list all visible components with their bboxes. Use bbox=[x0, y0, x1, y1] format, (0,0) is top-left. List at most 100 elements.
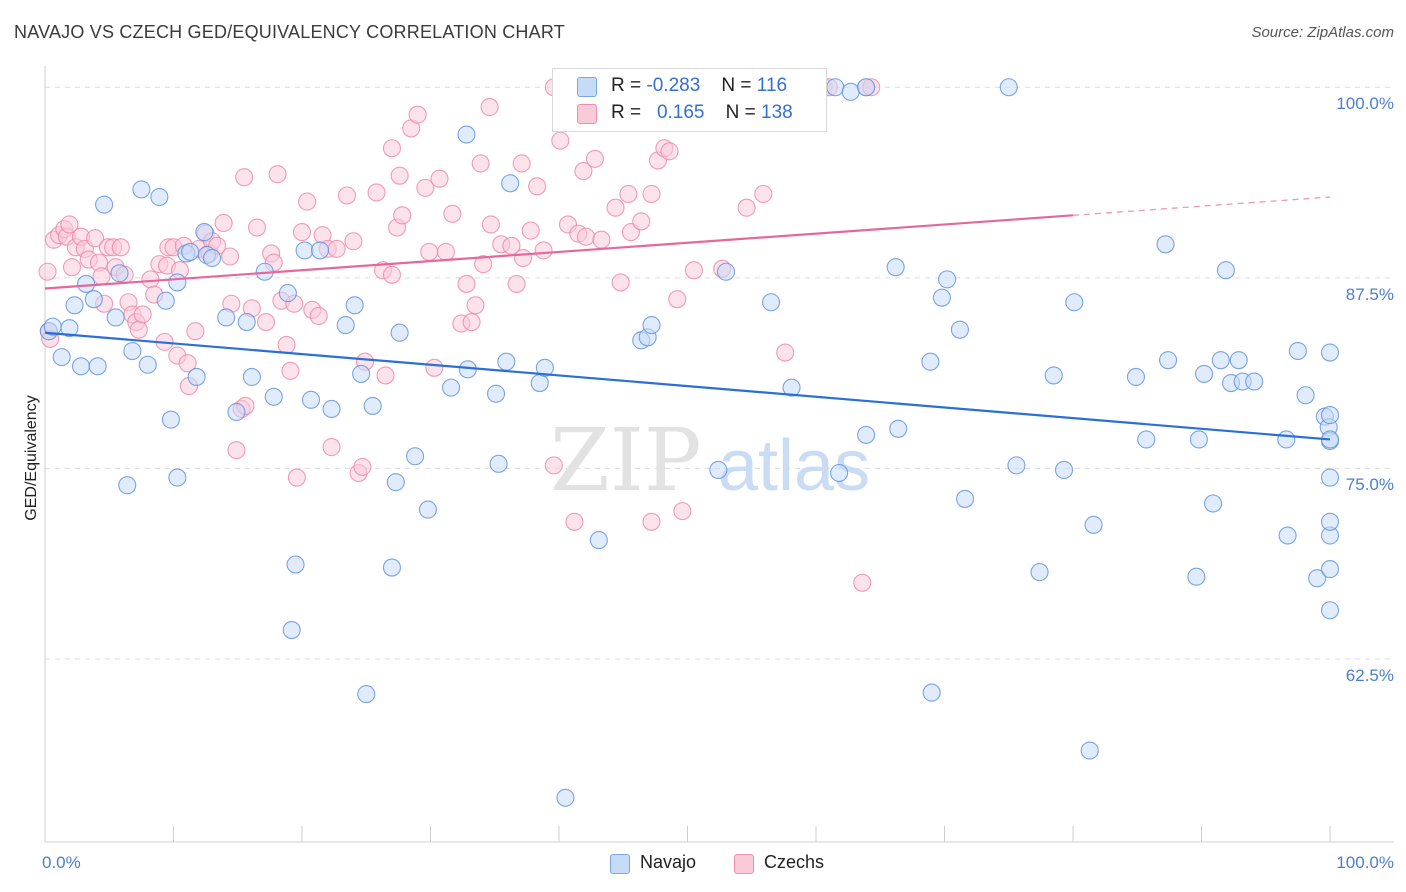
navajo-point bbox=[295, 241, 314, 260]
navajo-point bbox=[1189, 430, 1208, 449]
navajo-point bbox=[921, 352, 940, 371]
czechs-point bbox=[247, 218, 267, 237]
navajo-point bbox=[60, 319, 79, 338]
czechs-point bbox=[512, 154, 531, 173]
legend-n-value: 138 bbox=[761, 102, 793, 123]
navajo-point bbox=[497, 352, 516, 371]
navajo-point bbox=[950, 320, 969, 339]
navajo-point bbox=[88, 357, 107, 376]
navajo-point bbox=[1216, 261, 1235, 280]
navajo-point bbox=[535, 358, 554, 377]
czechs-point bbox=[298, 192, 317, 211]
navajo-point bbox=[123, 341, 142, 361]
czechs-point bbox=[521, 221, 540, 240]
czechs-point bbox=[62, 258, 82, 277]
navajo-point bbox=[1211, 351, 1230, 370]
navajo-point bbox=[1044, 366, 1063, 385]
navajo-point bbox=[242, 367, 261, 387]
czechs-point bbox=[220, 247, 240, 266]
navajo-point bbox=[938, 270, 957, 289]
x-tick-label: 0.0% bbox=[42, 853, 81, 872]
watermark-zip: ZIP bbox=[550, 411, 702, 511]
bottom-legend-label-czechs: Czechs bbox=[764, 852, 825, 872]
czechs-point bbox=[420, 242, 439, 261]
navajo-point bbox=[1195, 364, 1214, 383]
watermark: ZIP atlas bbox=[550, 411, 870, 511]
navajo-point bbox=[886, 258, 905, 277]
navajo-point bbox=[195, 223, 214, 242]
navajo-point bbox=[1320, 343, 1340, 362]
navajo-point bbox=[118, 476, 137, 495]
navajo-point bbox=[857, 78, 876, 97]
navajo-point bbox=[322, 399, 341, 419]
czechs-point bbox=[611, 273, 630, 292]
czechs-point bbox=[534, 241, 553, 260]
navajo-point bbox=[442, 378, 461, 397]
navajo-point bbox=[457, 125, 476, 144]
czechs-point bbox=[471, 154, 490, 173]
navajo-point bbox=[830, 463, 849, 483]
czechs-point bbox=[327, 239, 346, 258]
stats-legend: R = -0.283 N = 116 R = 0.165 N = 138 bbox=[552, 68, 827, 132]
navajo-point bbox=[150, 187, 169, 207]
navajo-point bbox=[203, 248, 222, 268]
navajo-point bbox=[1007, 456, 1026, 475]
navajo-point bbox=[138, 355, 157, 374]
navajo-point bbox=[1320, 560, 1340, 579]
navajo-point bbox=[418, 500, 437, 519]
czechs-trend-line-extension bbox=[1072, 196, 1331, 216]
czechs-point bbox=[277, 335, 296, 354]
czechs-point bbox=[292, 223, 312, 242]
czechs-point bbox=[853, 573, 872, 592]
source-label: Source: ZipAtlas.com bbox=[1251, 24, 1394, 41]
czechs-point bbox=[382, 265, 402, 284]
czechs-point bbox=[474, 255, 493, 274]
czechs-point bbox=[481, 215, 500, 234]
czechs-point bbox=[430, 169, 449, 188]
navajo-point bbox=[889, 419, 908, 438]
czechs-point bbox=[592, 230, 611, 249]
navajo-point bbox=[168, 468, 187, 487]
navajo-point bbox=[1278, 526, 1297, 545]
x-tick-label: 100.0% bbox=[1336, 853, 1394, 872]
czechs-point bbox=[565, 512, 584, 531]
czechs-points bbox=[38, 78, 881, 592]
y-axis-label: GED/Equivalency bbox=[23, 395, 40, 521]
czechs-point bbox=[776, 343, 795, 362]
czechs-point bbox=[186, 322, 205, 341]
navajo-point bbox=[716, 262, 736, 281]
navajo-point bbox=[65, 296, 84, 315]
axes bbox=[44, 66, 1394, 843]
navajo-point bbox=[922, 683, 941, 702]
navajo-point bbox=[217, 308, 236, 327]
navajo-point bbox=[761, 293, 781, 312]
navajo-point bbox=[95, 195, 114, 214]
navajo-point bbox=[999, 78, 1018, 97]
czechs-point bbox=[462, 313, 481, 332]
navajo-point bbox=[556, 788, 575, 807]
navajo-point bbox=[1065, 293, 1084, 312]
czechs-point bbox=[480, 98, 499, 117]
czechs-point bbox=[256, 313, 276, 332]
navajo-point bbox=[363, 396, 382, 415]
navajo-point bbox=[1156, 235, 1175, 254]
navajo-point bbox=[168, 273, 187, 292]
navajo-point bbox=[110, 264, 129, 283]
navajo-point bbox=[1288, 341, 1307, 361]
czechs-point bbox=[425, 358, 444, 377]
navajo-point bbox=[84, 290, 103, 309]
navajo-point bbox=[1204, 494, 1223, 513]
czechs-point bbox=[227, 441, 246, 460]
czechs-point bbox=[141, 270, 160, 289]
navajo-point bbox=[382, 558, 402, 577]
navajo-point bbox=[1030, 563, 1049, 582]
czechs-trend-line bbox=[44, 214, 1074, 290]
navajo-point bbox=[841, 82, 860, 101]
czechs-point bbox=[684, 261, 703, 280]
navajo-trend-line bbox=[44, 331, 1331, 441]
czechs-point bbox=[393, 206, 412, 225]
navajo-point bbox=[1308, 569, 1327, 588]
navajo-point bbox=[1137, 430, 1156, 449]
czechs-point bbox=[443, 204, 462, 223]
czechs-point bbox=[337, 186, 357, 205]
